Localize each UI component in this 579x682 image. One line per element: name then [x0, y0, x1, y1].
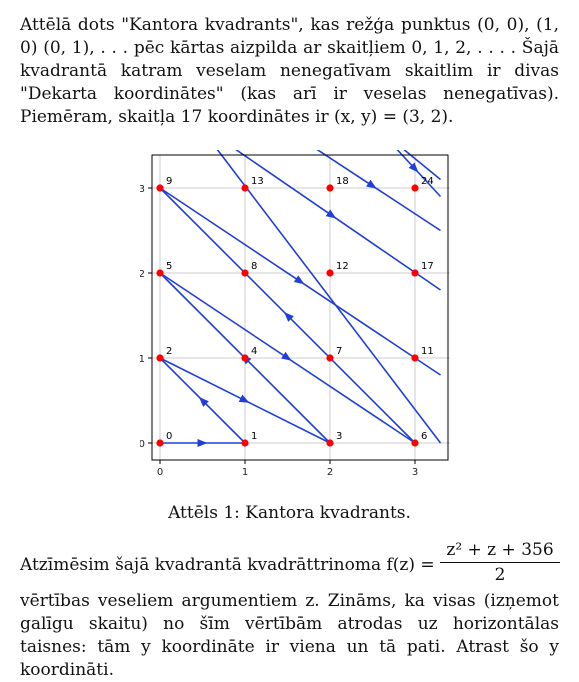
grid-point	[411, 439, 419, 447]
grid-point	[156, 269, 164, 277]
point-label: 5	[166, 261, 172, 272]
point-label: 18	[336, 176, 349, 187]
path-arrow	[238, 394, 250, 403]
grid-point	[326, 269, 334, 277]
x-tick-label: 1	[242, 467, 248, 478]
point-label: 4	[251, 346, 257, 357]
grid-point	[326, 439, 334, 447]
point-label: 6	[421, 431, 427, 442]
path-arrow	[408, 162, 419, 173]
point-label: 1	[251, 431, 257, 442]
grid-point	[326, 354, 334, 362]
grid-point	[326, 184, 334, 192]
grid-point	[241, 439, 249, 447]
fraction-denominator: 2	[494, 565, 506, 585]
fraction: z² + z + 356 2	[440, 540, 560, 585]
grid-point	[241, 184, 249, 192]
path-segment	[216, 150, 442, 444]
point-label: 9	[166, 176, 172, 187]
grid-point	[411, 184, 419, 192]
path-segment	[403, 150, 442, 181]
path-arrow	[198, 396, 209, 407]
point-label: 0	[166, 431, 172, 442]
path-arrow	[281, 351, 292, 361]
y-tick-label: 0	[140, 439, 145, 450]
point-label: 13	[251, 176, 264, 187]
cantor-path	[159, 150, 442, 447]
intro-paragraph: Attēlā dots "Kantora kvadrants", kas rež…	[20, 15, 559, 127]
path-arrow	[197, 439, 208, 447]
grid-point	[241, 269, 249, 277]
grid-point	[411, 269, 419, 277]
path-arrow	[366, 179, 377, 189]
grid-point	[156, 439, 164, 447]
point-label: 12	[336, 261, 349, 272]
problem-paragraph: vērtības veseliem argumentiem z. Zināms,…	[20, 591, 559, 680]
x-tick-label: 0	[157, 467, 163, 478]
grid-point	[156, 184, 164, 192]
point-label: 24	[421, 176, 434, 187]
grid-point	[411, 354, 419, 362]
axes-frame	[151, 154, 449, 461]
path-arrow	[283, 311, 294, 322]
figure-caption: Attēls 1: Kantora kvadrants.	[168, 503, 411, 523]
x-tick-label: 3	[412, 467, 418, 478]
point-label: 11	[421, 346, 434, 357]
point-label: 3	[336, 431, 342, 442]
point-label: 2	[166, 346, 172, 357]
path-arrow	[293, 275, 305, 285]
problem-intro-line: Atzīmēsim šajā kvadrantā kvadrāttrinoma …	[20, 555, 435, 575]
x-tick-label: 2	[327, 467, 333, 478]
y-tick-label: 2	[140, 269, 145, 280]
y-tick-label: 3	[140, 184, 145, 195]
point-label: 8	[251, 261, 257, 272]
y-tick-label: 1	[140, 354, 145, 365]
path-arrow	[325, 209, 337, 219]
grid-point	[241, 354, 249, 362]
point-label: 17	[421, 261, 434, 272]
fraction-numerator: z² + z + 356	[440, 540, 560, 563]
point-label: 7	[336, 346, 342, 357]
grid-point	[156, 354, 164, 362]
